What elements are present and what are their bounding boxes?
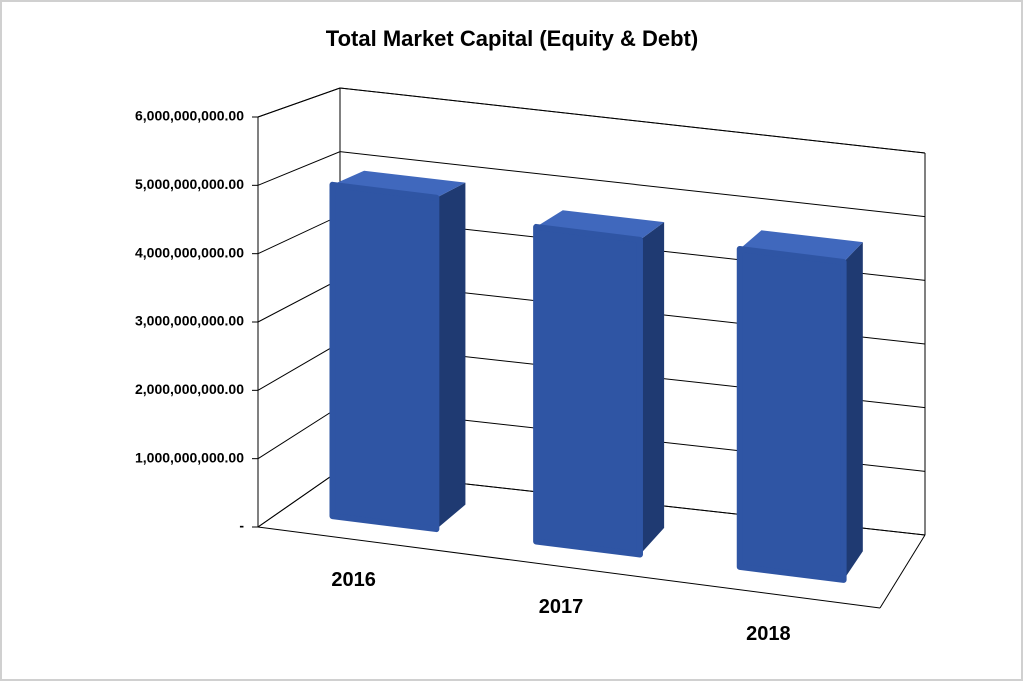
bar [736,245,847,583]
bar-top [332,170,466,198]
x-tick-label: 2017 [539,596,584,618]
y-tick-label: 2,000,000,000.00 [135,381,244,397]
floor-right-edge [879,534,926,609]
y-tick-label: 1,000,000,000.00 [135,449,244,465]
bar-side [843,242,863,580]
bar-side [639,222,665,555]
bar [329,181,440,533]
grid-line [257,87,926,154]
y-tick-label: 6,000,000,000.00 [135,108,244,124]
bar [533,223,643,558]
bar-top [739,230,863,262]
y-tick-label: 4,000,000,000.00 [135,244,244,260]
x-tick-label: 2016 [331,569,376,591]
y-tick-label: 3,000,000,000.00 [135,313,244,329]
x-tick-label: 2018 [746,623,791,645]
bar-side [436,182,466,530]
y-tick-label: 5,000,000,000.00 [135,176,244,192]
bar-top [536,210,665,240]
grid-line [257,151,926,218]
y-tick-label: - [239,518,244,534]
floor-front-edge [257,526,881,609]
chart-title: Total Market Capital (Equity & Debt) [326,26,698,51]
